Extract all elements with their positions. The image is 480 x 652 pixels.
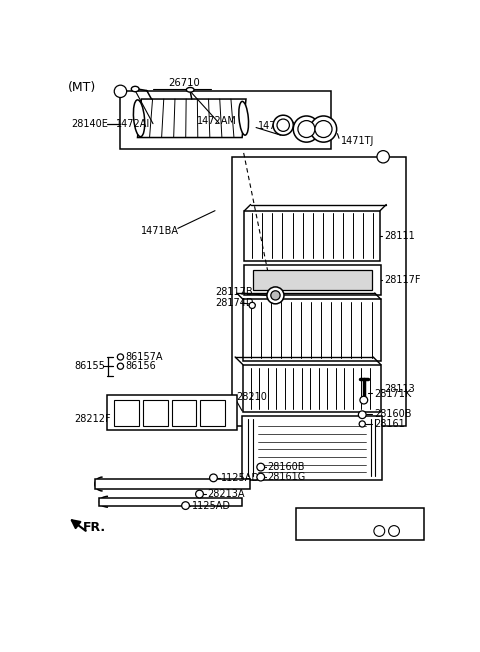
Text: 28212F: 28212F — [74, 413, 110, 424]
Circle shape — [117, 354, 123, 360]
Bar — [172, 400, 196, 426]
Text: 26710: 26710 — [168, 78, 200, 88]
Circle shape — [257, 473, 264, 481]
Circle shape — [377, 151, 389, 163]
Text: 1471BA: 1471BA — [142, 226, 180, 237]
Bar — [143, 400, 168, 426]
Text: 28117F: 28117F — [384, 275, 420, 285]
Text: ①: ① — [116, 87, 124, 96]
Text: 86157A: 86157A — [126, 352, 163, 362]
Circle shape — [277, 119, 289, 131]
Circle shape — [181, 502, 190, 509]
Bar — [120, 91, 331, 149]
Circle shape — [267, 287, 284, 304]
Text: 28213A: 28213A — [207, 489, 245, 499]
Text: 1125AD: 1125AD — [192, 501, 231, 511]
Text: 28210: 28210 — [237, 392, 267, 402]
Circle shape — [210, 474, 217, 482]
Text: (MT): (MT) — [68, 81, 96, 94]
Circle shape — [114, 85, 127, 98]
Bar — [114, 400, 139, 426]
Bar — [99, 498, 242, 505]
Circle shape — [257, 463, 264, 471]
Text: 28117B: 28117B — [215, 286, 252, 297]
Text: 86156: 86156 — [126, 361, 156, 371]
Bar — [296, 508, 424, 541]
Text: 1: 1 — [377, 527, 382, 535]
Text: 1471TJ: 1471TJ — [340, 136, 374, 145]
Text: 28160B: 28160B — [268, 462, 305, 472]
Bar — [95, 479, 250, 490]
Text: FR.: FR. — [83, 522, 107, 535]
Ellipse shape — [239, 102, 249, 135]
Bar — [243, 364, 381, 413]
Text: 2: 2 — [391, 527, 396, 535]
Text: 28174D: 28174D — [215, 298, 253, 308]
Text: 28161G: 28161G — [268, 472, 306, 482]
Text: 1471ED: 1471ED — [258, 121, 296, 131]
Text: ②: ② — [379, 153, 387, 161]
Text: 86155: 86155 — [74, 361, 105, 371]
Bar — [244, 265, 381, 295]
Circle shape — [249, 303, 255, 308]
Text: 1472AM: 1472AM — [197, 116, 237, 126]
Circle shape — [117, 363, 123, 369]
Bar — [232, 156, 407, 426]
Ellipse shape — [133, 100, 144, 137]
Text: ~: ~ — [382, 526, 391, 536]
Text: 28111: 28111 — [384, 231, 415, 241]
Text: 28171K: 28171K — [374, 389, 411, 399]
Text: 1125AD: 1125AD — [221, 473, 260, 483]
Text: 28161: 28161 — [374, 419, 405, 429]
Bar — [253, 270, 372, 290]
Circle shape — [315, 121, 332, 138]
Circle shape — [311, 116, 336, 142]
Bar — [244, 211, 380, 261]
Circle shape — [196, 490, 204, 498]
Circle shape — [359, 421, 365, 427]
Circle shape — [273, 115, 293, 135]
Circle shape — [293, 116, 320, 142]
Text: 28113: 28113 — [384, 383, 415, 394]
Polygon shape — [137, 99, 246, 138]
Circle shape — [298, 121, 315, 138]
Text: 28140E: 28140E — [71, 119, 108, 129]
Text: THE NO. 28100 :: THE NO. 28100 : — [301, 526, 386, 536]
Text: NOTE: NOTE — [301, 509, 328, 518]
Circle shape — [360, 396, 368, 404]
Bar — [243, 299, 381, 361]
Text: 1472AI: 1472AI — [116, 119, 150, 128]
Circle shape — [374, 526, 385, 537]
Bar — [107, 396, 237, 430]
Circle shape — [389, 526, 399, 537]
Bar — [200, 400, 225, 426]
Bar — [242, 415, 382, 480]
Ellipse shape — [132, 86, 139, 92]
Circle shape — [359, 411, 366, 419]
Ellipse shape — [186, 87, 194, 92]
Text: 28160B: 28160B — [374, 409, 411, 419]
Circle shape — [271, 291, 280, 300]
